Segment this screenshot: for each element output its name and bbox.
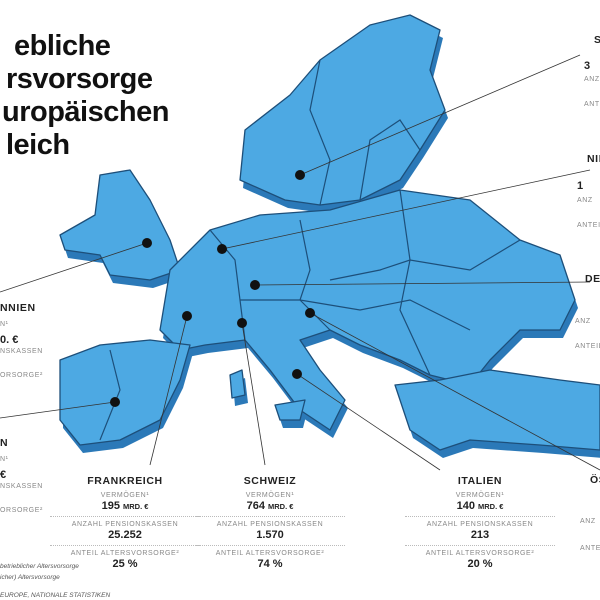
borders xyxy=(99,59,521,441)
cropped-label: DE xyxy=(585,273,600,285)
cropped-label: 0. € xyxy=(0,334,19,346)
share-value: 20 % xyxy=(467,558,493,570)
country-block: SCHWEIZ VERMÖGEN¹ 764 MRD. € ANZAHL PENSION… xyxy=(195,475,345,578)
cropped-label: 1 xyxy=(577,180,584,192)
leader-lines xyxy=(0,54,600,471)
funds-value: 1.570 xyxy=(195,529,345,546)
country-name: FRANKREICH xyxy=(87,475,163,487)
title-line: uropäischen xyxy=(2,96,169,128)
cropped-label: ANZ xyxy=(575,318,591,325)
cropped-label: N¹ xyxy=(0,321,9,328)
cropped-label: ANTEIL xyxy=(584,101,600,108)
assets-number: 764 xyxy=(246,500,268,512)
cropped-label: 3 xyxy=(584,60,591,72)
country-name: SCHWEIZ xyxy=(243,475,297,487)
assets-value: 140 MRD. € xyxy=(405,500,555,517)
assets-number: 140 xyxy=(456,500,478,512)
cropped-label: ANTEIL xyxy=(575,343,600,350)
title-line: leich xyxy=(6,129,70,161)
cropped-label: N¹ xyxy=(0,456,9,463)
share-label: ANTEIL ALTERSVORSORGE² xyxy=(215,550,325,557)
cropped-label: NNIEN xyxy=(0,302,36,314)
funds-label: ANZAHL PENSIONSKASSEN xyxy=(71,521,179,528)
share-value: 25 % xyxy=(112,558,138,570)
cropped-label: ANZ xyxy=(584,76,600,83)
funds-value: 213 xyxy=(405,529,555,546)
cropped-label: ANTEIL xyxy=(580,545,600,552)
cropped-label: ORSORGE² xyxy=(0,507,43,514)
funds-label: ANZAHL PENSIONSKASSEN xyxy=(216,521,324,528)
footnote: EUROPE, NATIONALE STATISTIKEN xyxy=(0,592,111,599)
funds-label: ANZAHL PENSIONSKASSEN xyxy=(426,521,534,528)
cropped-label: N xyxy=(0,437,9,449)
assets-unit: MRD. € xyxy=(478,502,504,511)
cropped-label: NSKASSEN xyxy=(0,348,43,355)
cropped-label: ORSORGE² xyxy=(0,372,43,379)
share-label: ANTEIL ALTERSVORSORGE² xyxy=(70,550,180,557)
country-block: ITALIEN VERMÖGEN¹ 140 MRD. € ANZAHL PENSION… xyxy=(405,475,555,578)
assets-unit: MRD. € xyxy=(268,502,294,511)
cropped-label: ANZ xyxy=(580,518,596,525)
cropped-label: € xyxy=(0,469,7,481)
cropped-label: NSKASSEN xyxy=(0,483,43,490)
map-surface xyxy=(59,14,600,451)
assets-value: 764 MRD. € xyxy=(195,500,345,517)
title-line: rsvorsorge xyxy=(6,63,153,95)
footnote: icher) Altersvorsorge xyxy=(0,574,60,581)
assets-label: VERMÖGEN¹ xyxy=(100,492,150,499)
assets-label: VERMÖGEN¹ xyxy=(455,492,505,499)
country-block: FRANKREICH VERMÖGEN¹ 195 MRD. € ANZAHL PENS… xyxy=(50,475,200,578)
footnote: betrieblicher Altersvorsorge xyxy=(0,563,79,570)
markers xyxy=(110,170,315,407)
cropped-label: ÖS xyxy=(590,474,600,486)
assets-label: VERMÖGEN¹ xyxy=(245,492,295,499)
share-label: ANTEIL ALTERSVORSORGE² xyxy=(425,550,535,557)
cropped-label: NIE xyxy=(587,153,600,165)
share-value: 74 % xyxy=(257,558,283,570)
title-line: ebliche xyxy=(14,30,111,62)
assets-number: 195 xyxy=(101,500,123,512)
assets-value: 195 MRD. € xyxy=(50,500,200,517)
country-name: ITALIEN xyxy=(457,475,503,487)
assets-unit: MRD. € xyxy=(123,502,149,511)
cropped-label: S xyxy=(594,34,600,46)
funds-value: 25.252 xyxy=(50,529,200,546)
cropped-label: ANTEIL xyxy=(577,222,600,229)
cropped-label: ANZ xyxy=(577,197,593,204)
